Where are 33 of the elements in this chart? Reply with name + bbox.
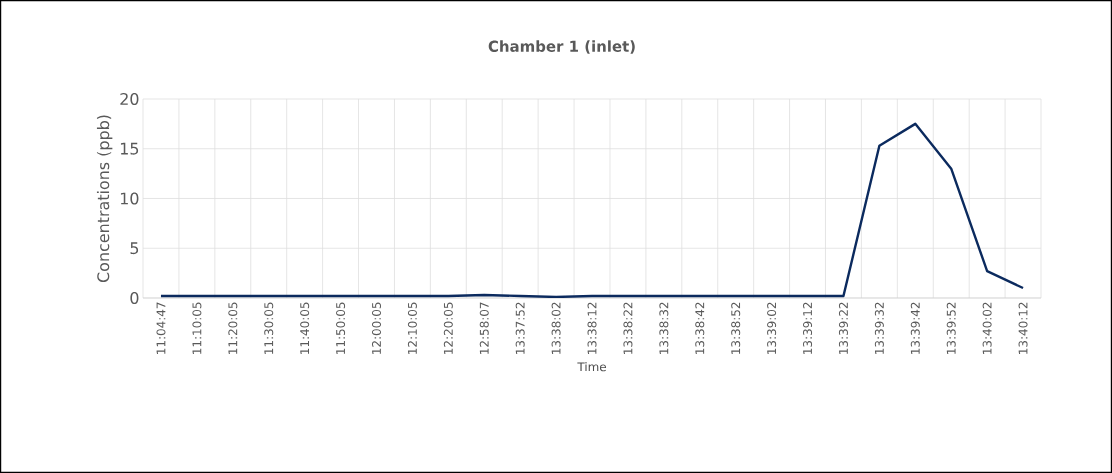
x-tick-label: 11:04:47 <box>156 302 166 354</box>
x-tick-label: 12:58:07 <box>479 302 489 354</box>
x-tick-label: 12:20:05 <box>443 302 453 354</box>
x-tick-label: 11:10:05 <box>192 302 202 354</box>
x-axis-title: Time <box>577 362 607 372</box>
y-tick-label: 0 <box>130 291 139 305</box>
y-tick-label: 15 <box>120 142 139 155</box>
x-tick-label: 13:38:42 <box>695 302 705 354</box>
x-tick-label: 13:39:42 <box>910 302 920 354</box>
chart-title: Chamber 1 (inlet) <box>488 40 635 54</box>
y-tick-label: 10 <box>120 192 139 205</box>
x-tick-label: 13:39:52 <box>946 302 956 354</box>
x-tick-label: 13:37:52 <box>515 302 525 354</box>
x-tick-label: 11:40:05 <box>300 302 310 354</box>
y-axis-title: Concentrations (ppb) <box>96 115 113 283</box>
x-tick-label: 12:10:05 <box>407 302 417 354</box>
x-tick-label: 11:50:05 <box>336 302 346 354</box>
x-tick-label: 13:40:12 <box>1018 302 1028 354</box>
x-tick-label: 13:39:32 <box>874 302 884 354</box>
x-tick-label: 11:30:05 <box>264 302 274 354</box>
x-tick-label: 13:38:52 <box>731 302 741 354</box>
x-tick-label: 13:38:22 <box>623 302 633 354</box>
y-tick-label: 20 <box>120 92 139 106</box>
x-tick-label: 13:39:02 <box>767 302 777 354</box>
x-tick-label: 13:38:02 <box>551 302 561 354</box>
x-tick-label: 13:38:32 <box>659 302 669 354</box>
x-tick-label: 13:38:12 <box>587 302 597 354</box>
x-tick-label: 11:20:05 <box>228 302 238 354</box>
x-tick-label: 13:39:12 <box>803 302 813 354</box>
x-tick-label: 13:39:22 <box>838 302 848 354</box>
x-tick-label: 13:40:02 <box>982 302 992 354</box>
y-tick-label: 5 <box>130 242 139 255</box>
x-tick-label: 12:00:05 <box>371 302 382 354</box>
